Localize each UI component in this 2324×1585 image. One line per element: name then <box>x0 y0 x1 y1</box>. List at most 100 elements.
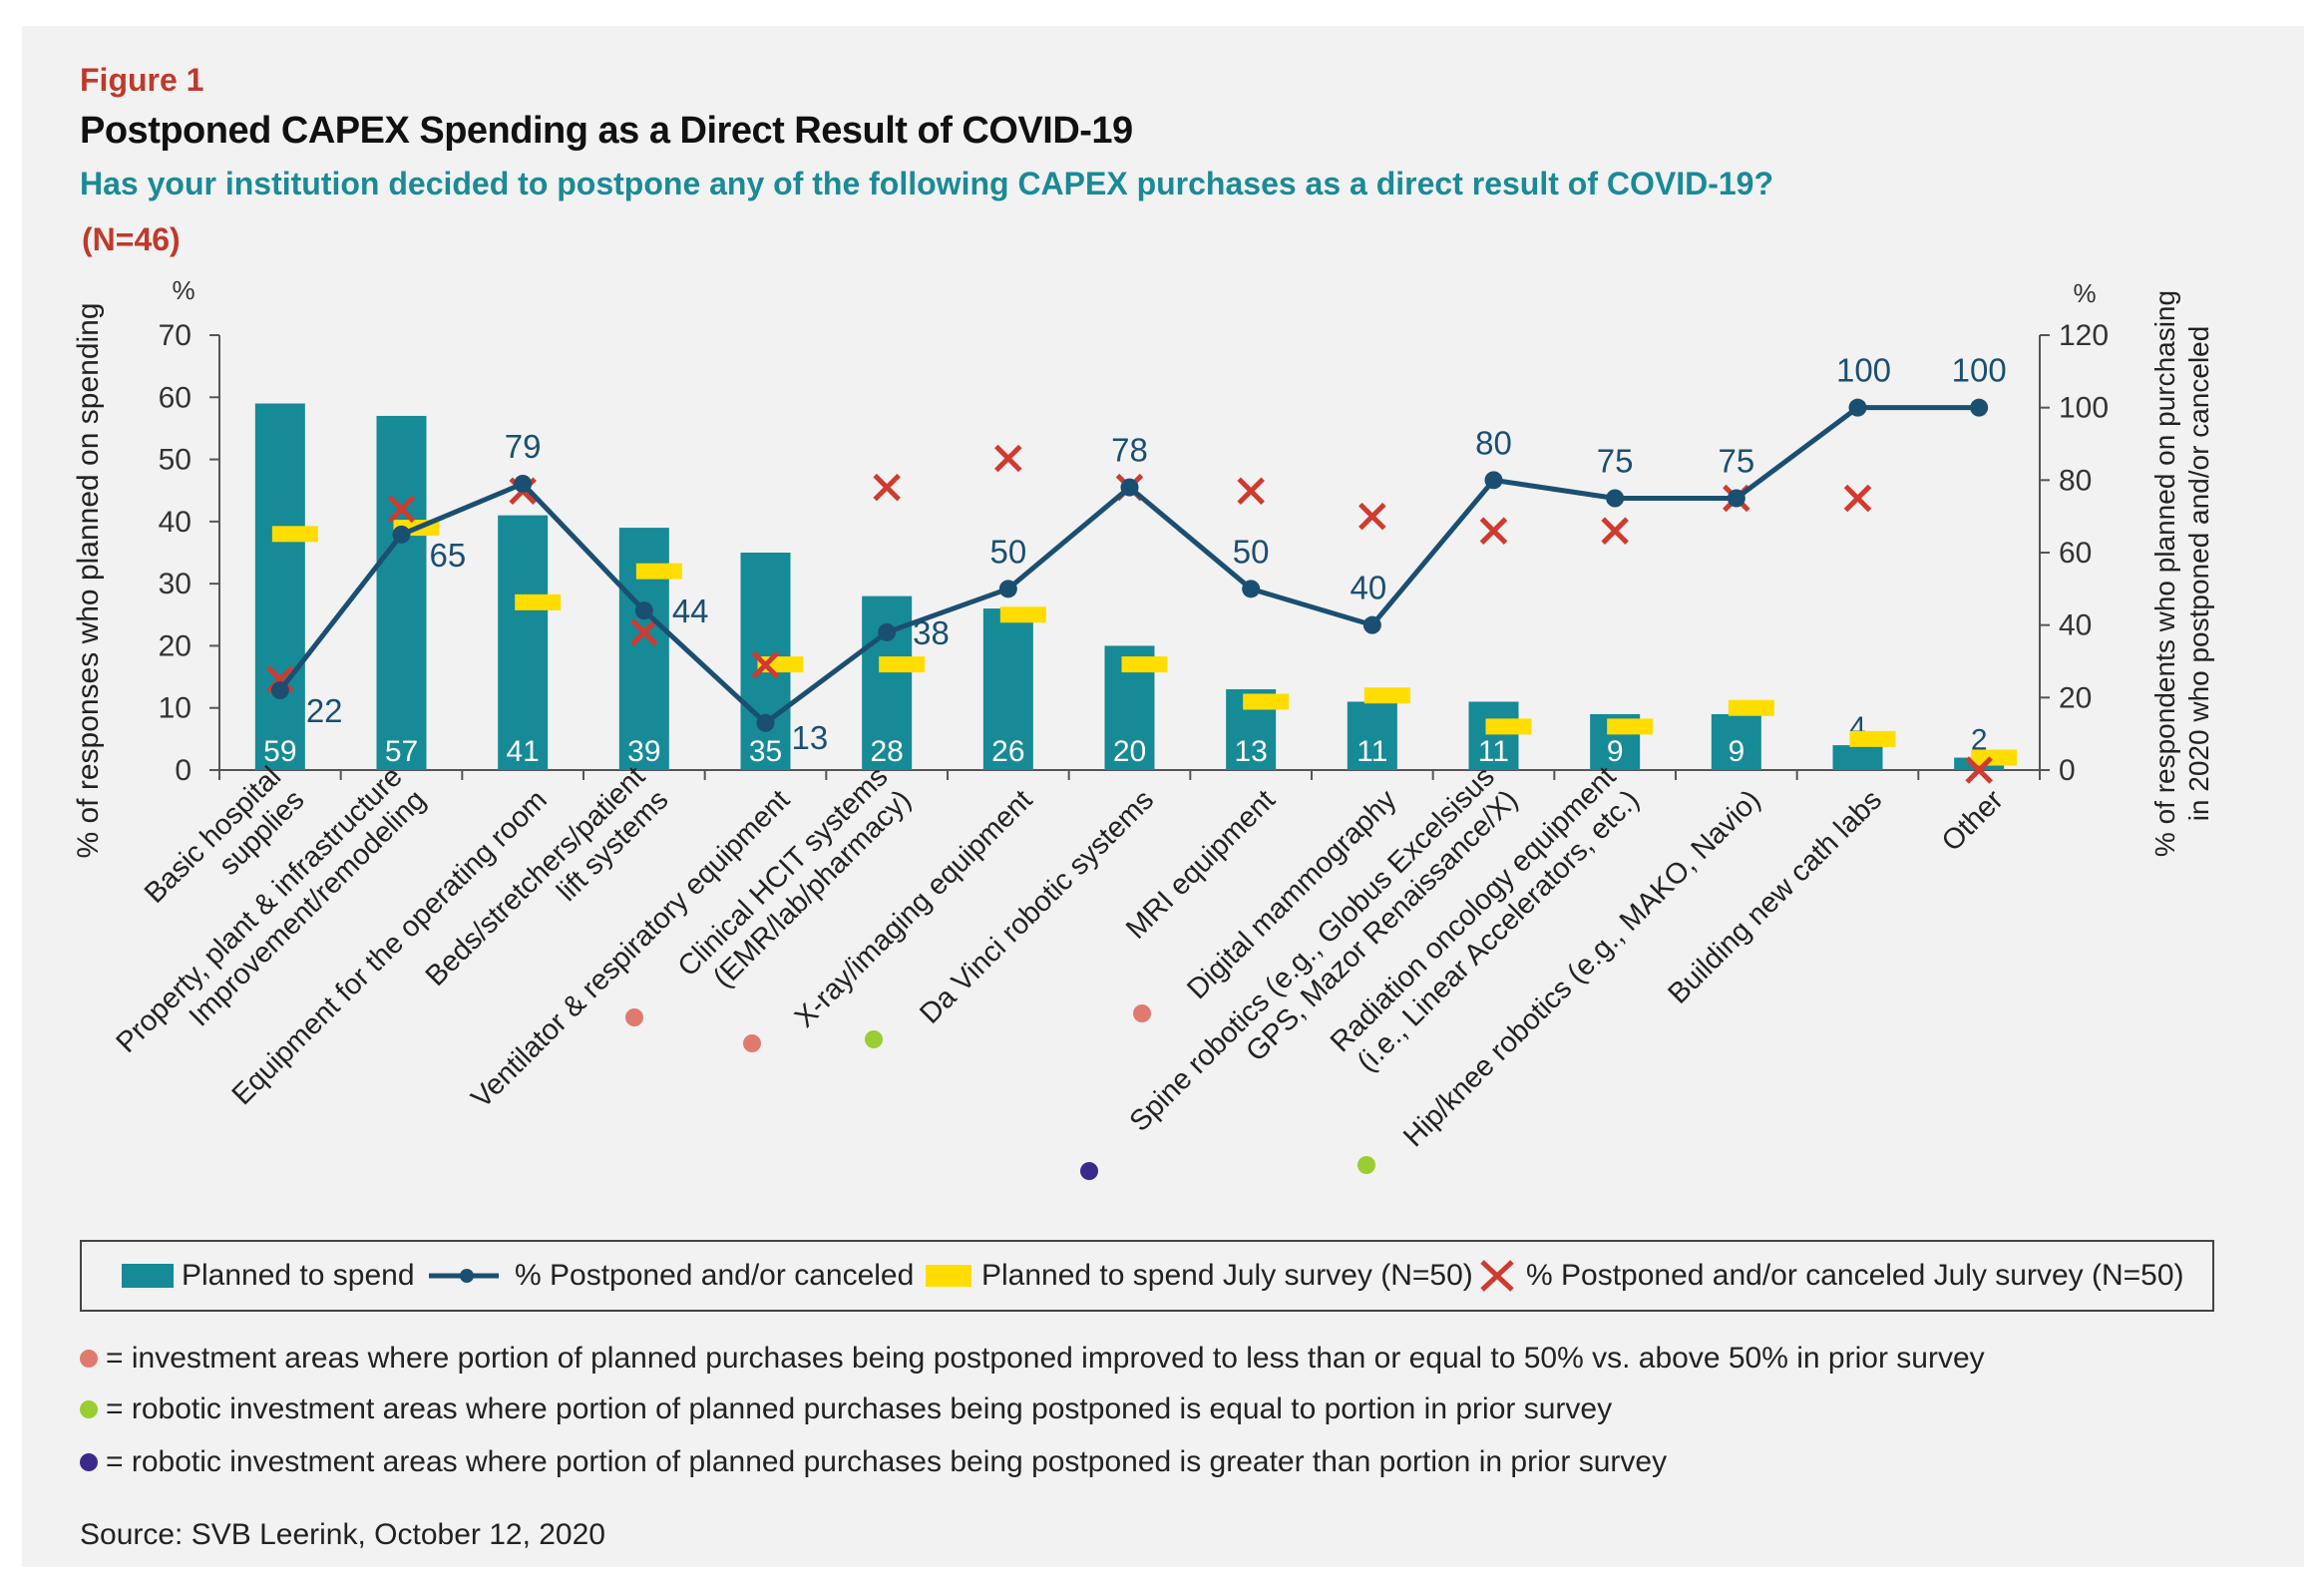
postponed-point <box>514 474 533 493</box>
postponed-value-label: 50 <box>989 533 1026 570</box>
category-label-line: Building new cath labs <box>1662 784 1888 1010</box>
july-planned-marker <box>1971 749 2018 766</box>
postponed-point <box>270 681 289 700</box>
july-planned-marker <box>879 656 926 673</box>
y-right-axis-title-line: % of respondents who planned on purchasi… <box>2149 290 2180 857</box>
bar <box>1832 745 1883 770</box>
legend-label-july-postponed: % Postponed and/or canceled July survey … <box>1526 1259 2184 1292</box>
y-left-unit: % <box>172 275 194 305</box>
green-dot-icon <box>80 1400 98 1418</box>
y-left-tick-label: 10 <box>159 692 192 725</box>
postponed-point <box>1484 471 1503 490</box>
bar-value-label: 59 <box>263 735 296 768</box>
july-postponed-x-marker <box>1843 484 1872 513</box>
july-postponed-x-marker <box>387 495 416 524</box>
legend-label-postponed: % Postponed and/or canceled <box>515 1259 915 1292</box>
y-left-tick-label: 0 <box>175 754 192 787</box>
y-left-tick-label: 60 <box>159 381 192 414</box>
postponed-value-label: 22 <box>306 692 343 729</box>
y-right-tick-label: 20 <box>2059 681 2092 714</box>
category-marker-dot <box>1080 1162 1098 1180</box>
bar-value-label: 28 <box>870 735 903 768</box>
category-label-line: (EMR/lab/pharmacy) <box>707 784 918 994</box>
note-green-text: = robotic investment areas where portion… <box>106 1392 1613 1425</box>
note-red-text: = investment areas where portion of plan… <box>106 1342 1985 1375</box>
postponed-value-label: 75 <box>1718 443 1754 480</box>
bar <box>1468 701 1519 770</box>
legend-item-july-planned: Planned to spend July survey (N=50) <box>926 1242 1473 1310</box>
postponed-value-label: 79 <box>505 428 542 465</box>
july-planned-marker <box>515 594 562 610</box>
y-left-tick-label: 50 <box>159 444 192 477</box>
y-left-tick-label: 70 <box>159 319 192 352</box>
bar-value-label: 57 <box>385 735 418 768</box>
july-postponed-x-marker <box>751 650 780 679</box>
july-planned-marker <box>1243 693 1290 710</box>
july-planned-marker <box>1849 730 1896 747</box>
chart-svg: 0 10 20 30 40 50 60 70 0 20 40 60 80 100 120%% % of res… <box>72 275 2214 1180</box>
bar <box>376 415 427 770</box>
postponed-point <box>634 601 653 620</box>
postponed-value-label: 40 <box>1350 570 1386 606</box>
postponed-point <box>1727 489 1745 508</box>
legend-item-july-postponed: % Postponed and/or canceled July survey … <box>1478 1242 2184 1310</box>
postponed-value-label: 50 <box>1233 533 1270 570</box>
bar-value-label: 35 <box>749 735 782 768</box>
legend-july-bar-swatch <box>926 1265 971 1287</box>
category-marker-dot <box>1133 1004 1151 1022</box>
y-right-tick-label: 60 <box>2059 537 2092 570</box>
y-left-tick-label: 40 <box>159 506 192 539</box>
postponed-value-label: 13 <box>792 719 829 756</box>
july-planned-marker <box>1363 687 1410 704</box>
red-dot-icon <box>80 1350 98 1368</box>
chart-subtitle: Has your institution decided to postpone… <box>80 166 1774 201</box>
july-postponed-x-marker <box>1237 477 1265 506</box>
postponed-value-label: 100 <box>1952 352 2007 389</box>
y-right-tick-label: 120 <box>2059 319 2109 352</box>
bar-value-label: 39 <box>627 735 660 768</box>
july-postponed-x-marker <box>1601 517 1629 545</box>
postponed-value-label: 80 <box>1475 424 1512 461</box>
july-planned-marker <box>271 526 318 543</box>
y-right-axis-title-line: in 2020 who postponed and/or canceled <box>2183 326 2214 822</box>
y-right-unit: % <box>2073 278 2096 308</box>
chart-title: Postponed CAPEX Spending as a Direct Res… <box>80 110 1133 152</box>
bar-value-label: 26 <box>991 735 1024 768</box>
bar-value-label: 41 <box>506 735 539 768</box>
postponed-point <box>756 713 775 732</box>
july-planned-marker <box>1607 718 1654 735</box>
bar <box>1711 713 1761 770</box>
category-marker-dot <box>625 1008 643 1026</box>
bar-value-label: 11 <box>1356 735 1387 768</box>
july-postponed-x-marker <box>994 444 1022 473</box>
postponed-value-label: 100 <box>1836 352 1891 389</box>
postponed-value-label: 65 <box>430 537 467 574</box>
bar <box>254 403 305 770</box>
july-planned-marker <box>1485 718 1532 735</box>
y-right-tick-label: 80 <box>2059 464 2092 497</box>
bar-value-label: 11 <box>1478 735 1509 768</box>
y-left-tick-label: 20 <box>159 629 192 662</box>
legend-label-july-planned: Planned to spend July survey (N=50) <box>981 1259 1473 1292</box>
postponed-value-label: 75 <box>1597 443 1634 480</box>
y-left-tick-label: 30 <box>159 568 192 600</box>
category-marker-dot <box>1357 1156 1375 1174</box>
category-label: Other <box>1936 784 2010 858</box>
postponed-point <box>1848 398 1867 417</box>
postponed-value-label: 78 <box>1111 432 1148 469</box>
bar-value-label: 9 <box>1607 735 1624 768</box>
note-purple: = robotic investment areas where portion… <box>80 1444 1667 1480</box>
july-postponed-x-marker <box>873 473 901 502</box>
source-note: Source: SVB Leerink, October 12, 2020 <box>80 1518 605 1551</box>
postponed-point <box>1120 478 1139 497</box>
note-purple-text: = robotic investment areas where portion… <box>106 1445 1668 1478</box>
category-label-line: Da Vinci robotic systems <box>914 784 1160 1030</box>
postponed-value-label: 38 <box>913 614 950 651</box>
figure-label: Figure 1 <box>80 62 204 98</box>
note-green: = robotic investment areas where portion… <box>80 1391 1612 1427</box>
category-label: Building new cath labs <box>1662 784 1888 1010</box>
bar-value-label: 9 <box>1728 735 1744 768</box>
bar <box>498 515 549 770</box>
category-label: Da Vinci robotic systems <box>914 784 1160 1030</box>
